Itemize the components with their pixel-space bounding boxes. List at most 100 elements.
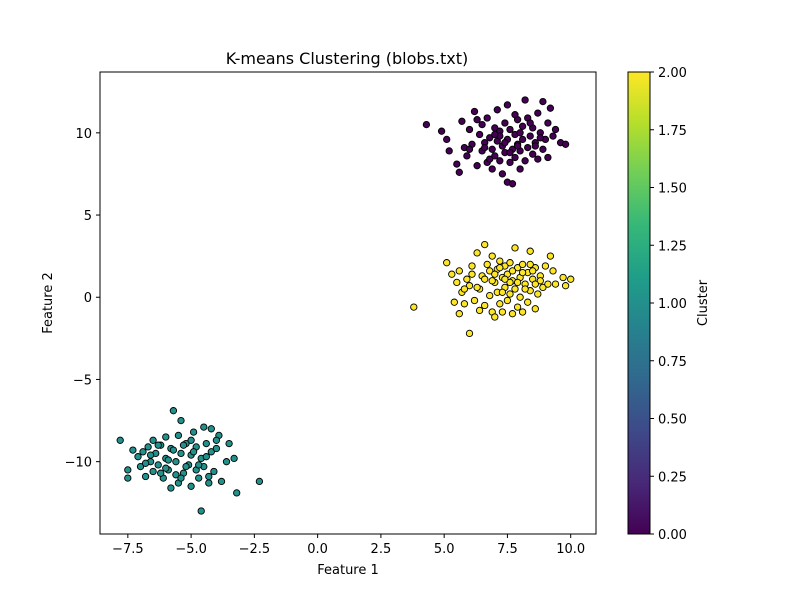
cluster-0-point [529,150,537,158]
colorbar-tick-label: 1.75 [658,124,687,139]
cluster-2-point [491,313,499,321]
cluster-2-point [521,285,529,293]
cluster-0-point [551,125,560,134]
cluster-0-point [511,111,519,119]
x-tick-label: −2.5 [239,542,271,557]
cluster-1-point [182,462,190,471]
y-axis-label: Feature 2 [41,272,56,334]
cluster-2-point [534,290,542,298]
cluster-1-point [189,448,198,456]
cluster-1-point [129,446,137,454]
cluster-0-point [521,96,529,104]
cluster-2-point [410,303,418,311]
cluster-1-point [136,462,145,471]
cluster-0-point [544,153,552,162]
cluster-1-point [167,484,175,492]
cluster-2-point [536,277,544,285]
colorbar [627,71,651,535]
cluster-0-point [501,119,509,127]
cluster-0-point [526,119,534,127]
cluster-1-point [144,443,152,451]
cluster-1-point [154,461,162,469]
chart-title: K-means Clustering (blobs.txt) [226,49,468,68]
colorbar-tick-label: 2.00 [658,66,687,81]
cluster-0-point [544,119,552,127]
cluster-2-point [443,259,451,267]
cluster-2-point [450,298,458,306]
cluster-1-point [141,459,150,467]
cluster-1-point [177,449,185,458]
cluster-1-point [179,441,188,449]
x-tick-label: 7.5 [497,542,518,557]
cluster-2-point [539,283,547,292]
x-tick-label: −5.0 [175,542,207,557]
cluster-2-point [498,308,507,316]
cluster-2-point [506,290,514,298]
cluster-0-point [539,145,547,153]
cluster-1-point [205,479,213,487]
cluster-1-point [217,477,226,486]
cluster-2-point [491,270,499,278]
cluster-0-point [491,130,499,139]
cluster-2-point [544,280,552,288]
x-tick-label: 2.5 [371,542,392,557]
cluster-0-point [518,135,527,144]
cluster-0-point [498,170,507,178]
cluster-1-point [212,444,221,453]
cluster-1-point [202,453,210,461]
cluster-0-point [531,142,539,150]
cluster-2-point [498,288,507,296]
cluster-0-point [561,140,570,148]
cluster-2-point [496,257,504,265]
colorbar-tick-label: 1.50 [658,182,687,197]
colorbar-tick-label: 1.00 [658,297,687,312]
cluster-0-point [453,160,461,168]
cluster-1-point [124,466,132,474]
y-tick-label: −10 [65,456,92,471]
cluster-2-point [460,300,469,308]
cluster-2-point [496,264,504,272]
cluster-1-point [177,416,185,425]
cluster-0-point [513,142,522,150]
y-tick-label: 0 [84,291,92,306]
cluster-2-point [468,270,476,278]
cluster-2-point [473,283,481,292]
cluster-1-point [149,467,157,476]
cluster-0-point [458,117,466,125]
cluster-1-point [195,474,203,482]
cluster-2-point [483,260,491,269]
cluster-0-point [437,127,446,135]
cluster-1-point [187,436,195,444]
cluster-0-point [475,130,484,139]
cluster-1-point [169,407,178,415]
cluster-1-point [172,458,180,466]
cluster-0-point [539,97,547,106]
cluster-2-point [486,267,494,275]
cluster-2-point [531,305,539,313]
plot-frame [99,71,597,535]
x-axis-label: Feature 1 [317,563,379,578]
cluster-2-point [470,296,479,305]
cluster-2-point [475,306,484,315]
y-tick-label: 5 [84,209,92,224]
cluster-2-point [453,278,461,287]
cluster-0-point [496,157,504,165]
cluster-1-point [134,453,142,461]
cluster-1-point [169,446,178,454]
cluster-0-point [486,155,494,163]
colorbar-tick-label: 0.25 [658,470,687,485]
cluster-1-point [116,436,124,444]
cluster-0-point [455,168,463,176]
cluster-0-point [463,152,471,160]
cluster-0-point [534,155,542,163]
cluster-0-point [493,106,501,114]
y-tick-label: 10 [75,127,92,142]
cluster-2-point [513,303,522,311]
cluster-1-point [149,436,157,444]
x-tick-label: −7.5 [112,542,144,557]
cluster-0-point [488,165,496,173]
cluster-2-point [481,275,489,283]
cluster-2-point [506,278,514,287]
cluster-2-point [488,252,496,260]
